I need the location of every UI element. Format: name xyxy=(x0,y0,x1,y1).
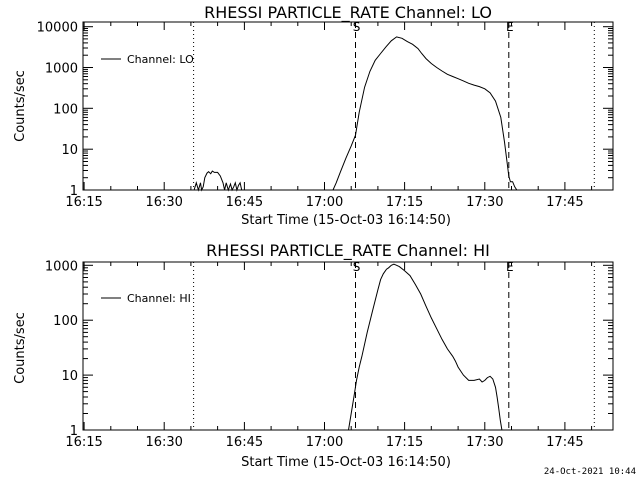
hi-y-ticks: 1 10 100 1000 xyxy=(45,259,613,439)
lo-legend-label: Channel: LO xyxy=(127,53,194,66)
hi-rate-series-line-0 xyxy=(348,263,503,431)
hi-series-lines xyxy=(348,263,503,431)
lo-marker-lines xyxy=(193,22,595,190)
hi-x-tick-label-2: 16:45 xyxy=(226,435,263,450)
hi-x-tick-label-5: 17:30 xyxy=(466,435,503,450)
lo-rate-series-line-1 xyxy=(332,36,518,191)
lo-x-ticks: 16:15 16:30 16:45 17:00 17:15 17:30 17:45 xyxy=(65,22,593,210)
lo-y-tick-label-4: 10000 xyxy=(37,21,78,36)
lo-x-tick-label-5: 17:30 xyxy=(466,195,503,210)
lo-plot-frame xyxy=(82,21,614,191)
lo-y-tick-label-2: 100 xyxy=(53,102,78,117)
lo-chart-title: RHESSI PARTICLE_RATE Channel: LO xyxy=(204,3,492,23)
lo-x-tick-label-6: 17:45 xyxy=(546,195,583,210)
lo-x-tick-label-1: 16:30 xyxy=(145,195,182,210)
lo-rate-series-line-0 xyxy=(193,170,243,192)
lo-x-tick-label-3: 17:00 xyxy=(306,195,343,210)
lo-y-ticks: 1 10 100 1000 10000 xyxy=(37,21,613,199)
hi-x-axis-label: Start Time (15-Oct-03 16:14:50) xyxy=(241,455,451,470)
hi-legend-label: Channel: HI xyxy=(127,292,191,305)
hi-y-tick-label-1: 10 xyxy=(61,369,78,384)
generation-timestamp: 24-Oct-2021 10:44 xyxy=(544,467,636,477)
hi-y-tick-label-2: 100 xyxy=(53,314,78,329)
lo-legend: Channel: LO xyxy=(101,53,194,66)
hi-legend: Channel: HI xyxy=(101,292,191,305)
lo-y-tick-label-3: 1000 xyxy=(45,62,78,77)
hi-y-tick-label-0: 1 xyxy=(70,424,78,439)
hi-x-tick-label-3: 17:00 xyxy=(306,435,343,450)
lo-y-tick-label-1: 10 xyxy=(61,143,78,158)
hi-x-ticks: 16:15 16:30 16:45 17:00 17:15 17:30 17:45 xyxy=(65,262,593,450)
lo-channel-plot: RHESSI PARTICLE_RATE Channel: LO Counts/… xyxy=(13,3,614,228)
lo-x-tick-label-2: 16:45 xyxy=(226,195,263,210)
hi-x-tick-label-6: 17:45 xyxy=(546,435,583,450)
lo-marker-label-s: S xyxy=(353,20,361,34)
lo-x-tick-label-4: 17:15 xyxy=(386,195,423,210)
lo-y-tick-label-0: 1 xyxy=(70,184,78,199)
hi-marker-label-s: S xyxy=(353,260,361,274)
hi-chart-title: RHESSI PARTICLE_RATE Channel: HI xyxy=(206,241,490,261)
hi-y-tick-label-3: 1000 xyxy=(45,259,78,274)
lo-x-axis-label: Start Time (15-Oct-03 16:14:50) xyxy=(241,213,451,228)
lo-marker-label-e: E xyxy=(506,20,514,34)
hi-marker-lines xyxy=(193,262,595,430)
hi-marker-label-e: E xyxy=(506,260,514,274)
hi-x-tick-label-4: 17:15 xyxy=(386,435,423,450)
hi-channel-plot: RHESSI PARTICLE_RATE Channel: HI Counts/… xyxy=(13,241,614,470)
hi-y-axis-label: Counts/sec xyxy=(13,312,28,384)
lo-x-tick-label-0: 16:15 xyxy=(65,195,102,210)
lo-series-lines xyxy=(193,36,518,192)
lo-y-axis-label: Counts/sec xyxy=(13,70,28,142)
hi-x-tick-label-0: 16:15 xyxy=(65,435,102,450)
hi-plot-frame xyxy=(82,261,614,431)
hi-x-tick-label-1: 16:30 xyxy=(145,435,182,450)
